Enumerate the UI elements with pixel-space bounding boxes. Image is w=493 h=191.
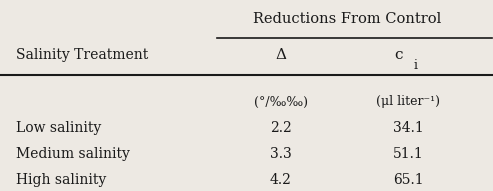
Text: 4.2: 4.2 [270,173,292,187]
Text: i: i [414,59,418,72]
Text: 51.1: 51.1 [393,147,423,161]
Text: 2.2: 2.2 [270,121,292,135]
Text: Low salinity: Low salinity [16,121,102,135]
Text: (°/‰‰): (°/‰‰) [254,96,308,108]
Text: 65.1: 65.1 [393,173,423,187]
Text: High salinity: High salinity [16,173,106,187]
Text: 34.1: 34.1 [393,121,423,135]
Text: c: c [394,48,403,62]
Text: Reductions From Control: Reductions From Control [253,12,441,27]
Text: Medium salinity: Medium salinity [16,147,130,161]
Text: (μl liter⁻¹): (μl liter⁻¹) [376,96,440,108]
Text: Δ: Δ [275,48,286,62]
Text: Salinity Treatment: Salinity Treatment [16,48,148,62]
Text: 3.3: 3.3 [270,147,292,161]
